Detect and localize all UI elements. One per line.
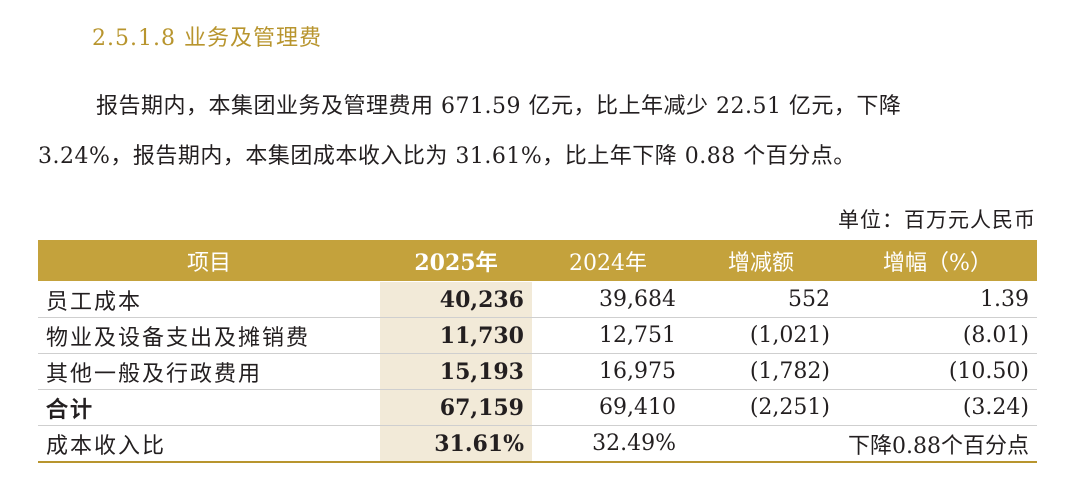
row-2025: 40,236: [380, 281, 532, 318]
table-header-row: 项目 2025年 2024年 增减额 增幅（%）: [38, 240, 1037, 282]
row-item: 成本收入比: [38, 425, 380, 463]
row-change: 552: [684, 281, 838, 318]
row-item: 合计: [38, 389, 380, 426]
table-row: 员工成本 40,236 39,684 552 1.39: [38, 281, 1037, 318]
row-2024: 12,751: [532, 317, 684, 354]
row-2024: 39,684: [532, 281, 684, 318]
row-change: (1,782): [684, 353, 838, 390]
summary-paragraph: 报告期内，本集团业务及管理费用 671.59 亿元，比上年减少 22.51 亿元…: [38, 82, 1038, 182]
header-pct: 增幅（%）: [838, 240, 1037, 282]
row-2024: 16,975: [532, 353, 684, 390]
row-2025: 11,730: [380, 317, 532, 354]
row-pct: (3.24): [838, 389, 1037, 426]
header-2024: 2024年: [532, 240, 684, 282]
table-row: 物业及设备支出及摊销费 11,730 12,751 (1,021) (8.01): [38, 317, 1037, 354]
header-item: 项目: [38, 240, 380, 282]
summary-line-2: 3.24%，报告期内，本集团成本收入比为 31.61%，比上年下降 0.88 个…: [38, 144, 856, 169]
unit-label: 单位：百万元人民币: [838, 208, 1036, 232]
row-2025: 67,159: [380, 389, 532, 426]
row-2025: 15,193: [380, 353, 532, 390]
row-2024: 69,410: [532, 389, 684, 426]
row-change: (2,251): [684, 389, 838, 426]
summary-line-1: 报告期内，本集团业务及管理费用 671.59 亿元，比上年减少 22.51 亿元…: [96, 94, 902, 119]
ratio-change-note: 下降0.88个百分点: [684, 425, 1037, 463]
header-change: 增减额: [684, 240, 838, 282]
row-item: 其他一般及行政费用: [38, 353, 380, 390]
row-pct: (10.50): [838, 353, 1037, 390]
table-row-total: 合计 67,159 69,410 (2,251) (3.24): [38, 389, 1037, 426]
table-row-ratio: 成本收入比 31.61% 32.49% 下降0.88个百分点: [38, 425, 1037, 463]
row-pct: 1.39: [838, 281, 1037, 318]
row-2025: 31.61%: [380, 425, 532, 463]
row-pct: (8.01): [838, 317, 1037, 354]
row-item: 员工成本: [38, 281, 380, 318]
section-title: 2.5.1.8 业务及管理费: [92, 26, 322, 51]
header-2025: 2025年: [380, 240, 532, 282]
table-row: 其他一般及行政费用 15,193 16,975 (1,782) (10.50): [38, 353, 1037, 390]
row-2024: 32.49%: [532, 425, 684, 463]
row-item: 物业及设备支出及摊销费: [38, 317, 380, 354]
row-change: (1,021): [684, 317, 838, 354]
expense-table: 项目 2025年 2024年 增减额 增幅（%） 员工成本 40,236 39,…: [38, 240, 1037, 463]
